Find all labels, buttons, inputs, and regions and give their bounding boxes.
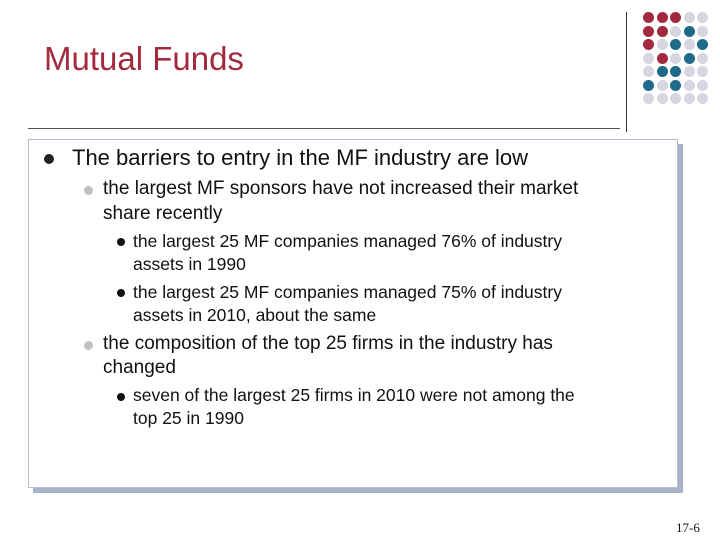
decorative-dot xyxy=(656,39,668,50)
decorative-dot xyxy=(656,12,668,23)
decorative-dot xyxy=(683,93,695,104)
bullet-dot-level3 xyxy=(117,289,125,297)
decorative-dot xyxy=(643,52,654,64)
decorative-dot xyxy=(670,12,681,23)
content-box xyxy=(28,139,678,488)
sub1-item-1-line2: assets in 1990 xyxy=(133,254,246,274)
sub-bullet-2-line1: the composition of the top 25 firms in t… xyxy=(103,333,553,354)
decorative-dot xyxy=(670,66,681,77)
decorative-dot xyxy=(643,12,654,23)
bullet-dot-level1 xyxy=(44,154,54,164)
bullet-dot-level2 xyxy=(84,341,93,350)
sub1-item-1-line1: the largest 25 MF companies managed 76% … xyxy=(133,231,562,251)
decorative-dot xyxy=(697,25,708,37)
horizontal-divider xyxy=(28,128,620,129)
decorative-dot xyxy=(697,39,708,50)
main-bullet-text: The barriers to entry in the MF industry… xyxy=(72,145,529,170)
decorative-dot xyxy=(697,12,708,23)
decorative-dot xyxy=(656,93,668,104)
sub2-item-1-line1: seven of the largest 25 firms in 2010 we… xyxy=(133,385,575,405)
decorative-dot xyxy=(697,79,708,91)
decorative-dot xyxy=(670,93,681,104)
sub-bullet-1-line1: the largest MF sponsors have not increas… xyxy=(103,178,579,199)
decorative-dot xyxy=(697,93,708,104)
decorative-dot xyxy=(643,66,654,77)
decorative-dot xyxy=(683,79,695,91)
decorative-dot xyxy=(683,39,695,50)
decorative-dot xyxy=(656,52,668,64)
sub1-item-2-line1: the largest 25 MF companies managed 75% … xyxy=(133,282,562,302)
sub-bullet-1-line2: share recently xyxy=(103,203,223,224)
decorative-dot xyxy=(697,52,708,64)
bullet-dot-level2 xyxy=(84,186,93,195)
bullet-dot-level3 xyxy=(117,393,125,401)
sub2-item-1-line2: top 25 in 1990 xyxy=(133,408,244,428)
decorative-dot xyxy=(656,79,668,91)
decorative-dot xyxy=(683,66,695,77)
decorative-dot xyxy=(643,79,654,91)
decorative-dot xyxy=(670,52,681,64)
decorative-dot xyxy=(670,39,681,50)
vertical-divider xyxy=(626,12,627,132)
page-number: 17-6 xyxy=(676,520,700,535)
decorative-dot xyxy=(683,12,695,23)
sub-bullet-2-line2: changed xyxy=(103,357,176,378)
decorative-dot xyxy=(670,25,681,37)
decorative-dot xyxy=(656,25,668,37)
sub1-item-2-line2: assets in 2010, about the same xyxy=(133,305,377,325)
decorative-dot xyxy=(697,66,708,77)
decorative-dot xyxy=(683,25,695,37)
decorative-dot xyxy=(656,66,668,77)
decorative-dot xyxy=(643,25,654,37)
slide-title: Mutual Funds xyxy=(44,40,244,77)
decorative-dot xyxy=(643,39,654,50)
decorative-dot xyxy=(683,52,695,64)
bullet-dot-level3 xyxy=(117,238,125,246)
decorative-dot xyxy=(643,93,654,104)
decorative-dot xyxy=(670,79,681,91)
